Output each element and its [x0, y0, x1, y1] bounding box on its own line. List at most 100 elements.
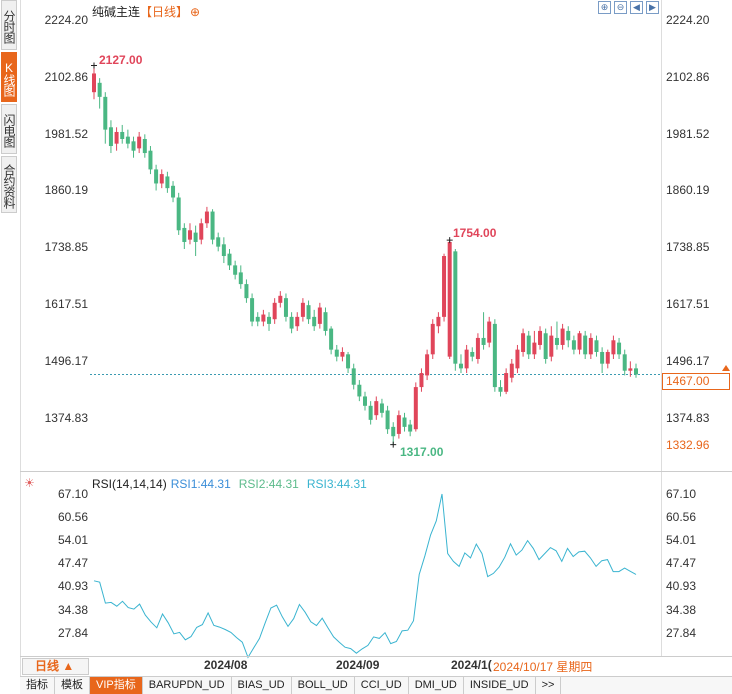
candle-body — [391, 426, 396, 437]
scroll-right-icon[interactable]: ▶ — [646, 1, 659, 14]
time-axis — [20, 656, 732, 676]
price-axis-label-right: 1496.17 — [666, 353, 710, 368]
settings-sun-icon[interactable]: ☀ — [24, 476, 35, 490]
candle-body — [165, 176, 170, 189]
rsi1-value: RSI1:44.31 — [170, 477, 231, 491]
candle-body — [131, 141, 136, 151]
candle-body — [594, 340, 599, 352]
tab-vip-indicators[interactable]: VIP指标 — [90, 677, 143, 694]
candle-body — [554, 337, 559, 345]
candle-body — [283, 298, 288, 317]
candle-body — [255, 316, 260, 322]
current-price-tag: 1467.00 — [662, 373, 730, 390]
candle-body — [244, 284, 249, 299]
candle-body — [108, 127, 113, 147]
candle-body — [526, 335, 531, 355]
axis-divider — [661, 0, 662, 656]
candle-body — [334, 349, 339, 357]
candle-body — [278, 295, 283, 303]
price-axis-label-left: 1374.83 — [44, 410, 88, 425]
rsi-axis-label-left: 60.56 — [57, 510, 88, 525]
zoom-out-icon[interactable]: ⊖ — [614, 1, 627, 14]
price-axis-label-left: 1981.52 — [44, 126, 88, 141]
left-border — [20, 0, 21, 693]
price-axis-label-right: 1860.19 — [666, 183, 710, 198]
candle-body — [176, 197, 181, 231]
period-selector-button[interactable]: 日线 ▲ — [22, 658, 89, 675]
candle-body — [216, 237, 221, 247]
candle-body — [351, 368, 356, 385]
candle-body — [379, 403, 384, 413]
side-tabs: 分时图 K线图 闪电图 合约资料 — [0, 0, 18, 213]
low-marker-label: 1317.00 — [400, 445, 444, 459]
rsi-axis-label-left: 34.38 — [57, 602, 88, 617]
candle-body — [628, 368, 633, 371]
lowest-visible-price: 1332.96 — [666, 438, 710, 452]
candle-body — [492, 323, 497, 388]
candle-body — [430, 323, 435, 355]
candle-body — [458, 363, 463, 369]
candle-body — [419, 373, 424, 388]
tab-cci[interactable]: CCI_UD — [355, 677, 409, 694]
candle-body — [199, 223, 204, 240]
candle-body — [368, 405, 373, 420]
tab-time-chart[interactable]: 分时图 — [1, 0, 17, 50]
candle-body — [363, 396, 367, 406]
rsi-axis-label-right: 47.47 — [666, 556, 697, 571]
chart-title: 纯碱主连【日线】 ⊕ — [92, 3, 200, 20]
price-axis-label-right: 1981.52 — [666, 126, 710, 141]
time-label-oct: 2024/1( — [451, 658, 492, 672]
rsi-axis-label-left: 47.47 — [57, 556, 88, 571]
indicator-tabs: 指标 模板 VIP指标 BARUPDN_UD BIAS_UD BOLL_UD C… — [20, 676, 732, 694]
tab-barupdn[interactable]: BARUPDN_UD — [143, 677, 232, 694]
candle-body — [154, 169, 159, 184]
rsi2-value: RSI2:44.31 — [238, 477, 299, 491]
candle-body — [498, 387, 503, 392]
candle-body — [221, 244, 226, 257]
price-axis-label-left: 2102.86 — [44, 69, 88, 84]
tab-indicators[interactable]: 指标 — [20, 677, 55, 694]
candle-body — [295, 316, 300, 327]
candle-body — [317, 307, 322, 324]
candle-body — [532, 342, 537, 355]
candle-body — [312, 316, 317, 327]
candle-body — [272, 302, 277, 320]
price-axis-label-left: 1860.19 — [44, 183, 88, 198]
add-symbol-icon[interactable]: ⊕ — [190, 5, 201, 19]
zoom-in-icon[interactable]: ⊕ — [598, 1, 611, 14]
tab-inside[interactable]: INSIDE_UD — [464, 677, 536, 694]
scroll-up-icon[interactable] — [722, 365, 730, 371]
candle-body — [617, 342, 622, 355]
tab-more[interactable]: >> — [536, 677, 562, 694]
candle-body — [571, 340, 576, 350]
price-axis-label-right: 1374.83 — [666, 410, 710, 425]
candle-body — [396, 415, 401, 434]
rsi-axis-label-right: 27.84 — [666, 625, 697, 640]
rsi-line — [93, 493, 637, 659]
candle-body — [289, 316, 294, 329]
extreme-marker — [446, 237, 453, 244]
tab-boll[interactable]: BOLL_UD — [292, 677, 355, 694]
candle-body — [487, 321, 492, 343]
candle-body — [470, 351, 475, 357]
candle-body — [97, 82, 102, 97]
tab-templates[interactable]: 模板 — [55, 677, 90, 694]
candle-body — [346, 354, 351, 369]
candle-body — [204, 211, 209, 224]
scroll-left-icon[interactable]: ◀ — [630, 1, 643, 14]
candle-body — [159, 174, 164, 184]
tab-bias[interactable]: BIAS_UD — [232, 677, 292, 694]
rsi-axis-label-right: 60.56 — [666, 510, 697, 525]
candle-body — [588, 337, 593, 355]
tab-dmi[interactable]: DMI_UD — [409, 677, 464, 694]
tab-contract-info[interactable]: 合约资料 — [1, 156, 17, 213]
candle-body — [171, 185, 176, 198]
tab-kline-chart[interactable]: K线图 — [1, 52, 17, 102]
period-label[interactable]: 【日线】 — [140, 5, 189, 19]
rsi-axis-label-right: 34.38 — [666, 602, 697, 617]
rsi-axis-label-left: 67.10 — [57, 487, 88, 501]
tab-tick-chart[interactable]: 闪电图 — [1, 104, 17, 154]
candle-body — [210, 211, 215, 240]
candle-body — [543, 333, 548, 360]
